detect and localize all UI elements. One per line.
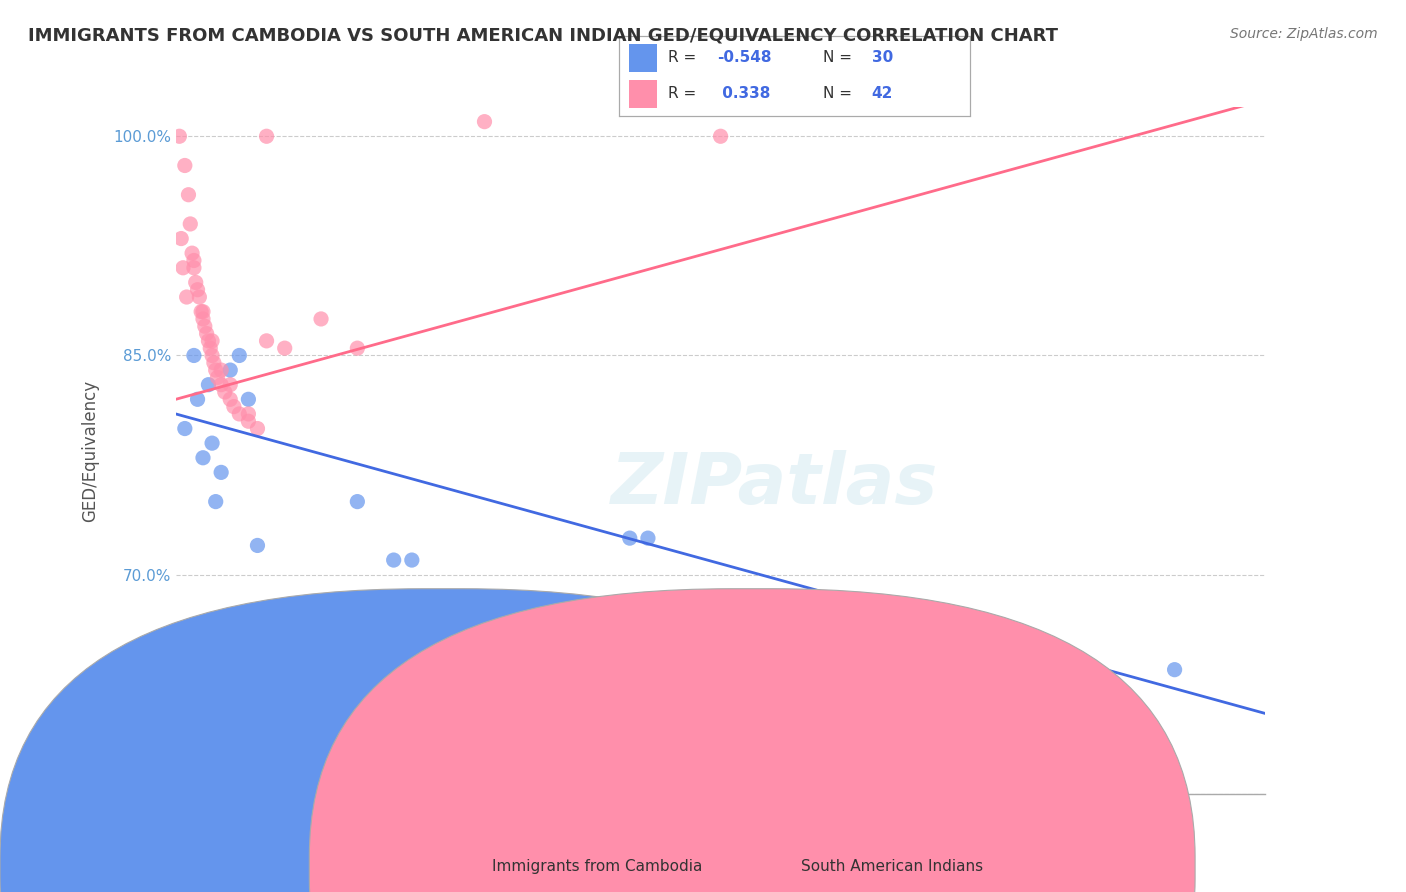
Point [191,304,214,318]
Point [437,597,460,611]
Point [176,290,198,304]
Text: IMMIGRANTS FROM CAMBODIA VS SOUTH AMERICAN INDIAN GED/EQUIVALENCY CORRELATION CH: IMMIGRANTS FROM CAMBODIA VS SOUTH AMERIC… [28,27,1059,45]
Point [283,794,305,808]
Point [238,392,260,407]
Point [219,363,242,377]
Point [183,260,205,275]
Point [637,531,659,545]
Point [309,706,332,721]
Point [181,246,204,260]
Point [419,692,441,706]
Point [222,400,245,414]
Bar [630,44,657,72]
Text: R =: R = [668,86,702,101]
Point [228,407,250,421]
Point [427,670,450,684]
Point [191,450,214,465]
Point [209,377,232,392]
Point [274,341,297,355]
Point [201,436,224,450]
Point [219,392,242,407]
Text: R =: R = [668,50,702,65]
Point [710,656,733,670]
Point [200,341,222,355]
Text: N =: N = [823,50,856,65]
Point [204,363,226,377]
Point [186,392,209,407]
Point [474,114,496,128]
Point [191,312,214,326]
Point [173,421,195,435]
Point [1163,663,1185,677]
Point [169,129,191,144]
Point [238,414,260,428]
Point [177,187,200,202]
Point [346,341,368,355]
Point [291,663,314,677]
Text: 42: 42 [872,86,893,101]
Point [619,531,641,545]
Point [170,231,193,245]
Point [346,494,368,508]
Point [183,253,205,268]
Text: South American Indians: South American Indians [801,859,984,874]
Point [219,377,242,392]
Point [214,384,236,399]
Point [197,334,219,348]
Point [228,349,250,363]
Point [228,670,250,684]
Point [246,538,269,552]
Text: Source: ZipAtlas.com: Source: ZipAtlas.com [1230,27,1378,41]
Point [274,801,297,815]
Point [382,553,405,567]
Text: N =: N = [823,86,856,101]
Point [186,283,209,297]
Point [328,597,350,611]
Point [264,794,287,808]
Point [202,356,225,370]
Point [256,334,278,348]
Text: Immigrants from Cambodia: Immigrants from Cambodia [492,859,703,874]
Point [201,334,224,348]
Point [201,349,224,363]
Point [172,260,194,275]
Point [238,407,260,421]
Text: ZIPatlas: ZIPatlas [612,450,939,519]
Point [183,349,205,363]
Point [710,129,733,144]
Text: 0.338: 0.338 [717,86,770,101]
Point [195,326,218,341]
Point [209,363,232,377]
Point [256,129,278,144]
Point [173,159,195,173]
Point [188,290,211,304]
Point [207,370,229,384]
Point [256,640,278,655]
Point [309,312,332,326]
Point [204,494,226,508]
Point [401,553,423,567]
Text: 30: 30 [872,50,893,65]
Text: -0.548: -0.548 [717,50,772,65]
Point [179,217,201,231]
Point [184,276,207,290]
Point [194,319,217,334]
Bar [630,80,657,108]
Point [209,466,232,480]
Point [190,304,212,318]
Y-axis label: GED/Equivalency: GED/Equivalency [82,379,98,522]
Point [197,377,219,392]
Point [246,421,269,435]
